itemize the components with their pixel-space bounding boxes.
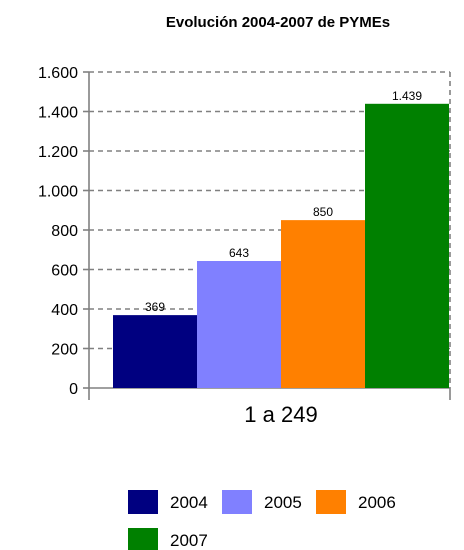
y-tick-label: 1.200: [38, 144, 78, 161]
y-axis-ticks: 0 200 400 600 800 1.000 1.200 1.400 1.600: [38, 65, 89, 398]
legend-label-2006: 2006: [358, 493, 396, 512]
legend-swatch-2004: [128, 490, 158, 514]
data-labels: 369 643 850 1.439: [145, 89, 422, 314]
y-tick-label: 1.000: [38, 184, 78, 201]
x-category-label: 1 a 249: [244, 402, 317, 427]
y-tick-label: 200: [51, 342, 78, 359]
bars: [113, 103, 449, 389]
legend-swatch-2006: [316, 490, 346, 514]
data-label-2005: 643: [229, 246, 249, 260]
data-label-2007: 1.439: [392, 89, 422, 103]
y-tick-label: 800: [51, 223, 78, 240]
data-label-2006: 850: [313, 205, 333, 219]
legend-label-2004: 2004: [170, 493, 208, 512]
bar-2006: [281, 220, 365, 388]
y-tick-label: 0: [69, 381, 78, 398]
bar-2007: [365, 103, 449, 389]
legend-label-2007: 2007: [170, 531, 208, 550]
x-axis-categories: 1 a 249: [244, 402, 317, 427]
chart-title: Evolución 2004-2007 de PYMEs: [166, 14, 390, 31]
bar-2004: [113, 315, 197, 388]
data-label-2004: 369: [145, 300, 165, 314]
legend: 2004 2005 2006 2007: [128, 490, 396, 550]
bar-2005: [197, 261, 281, 388]
y-tick-label: 600: [51, 263, 78, 280]
y-tick-label: 400: [51, 302, 78, 319]
y-tick-label: 1.600: [38, 65, 78, 82]
legend-swatch-2007: [128, 528, 158, 550]
y-tick-label: 1.400: [38, 105, 78, 122]
legend-swatch-2005: [222, 490, 252, 514]
legend-label-2005: 2005: [264, 493, 302, 512]
